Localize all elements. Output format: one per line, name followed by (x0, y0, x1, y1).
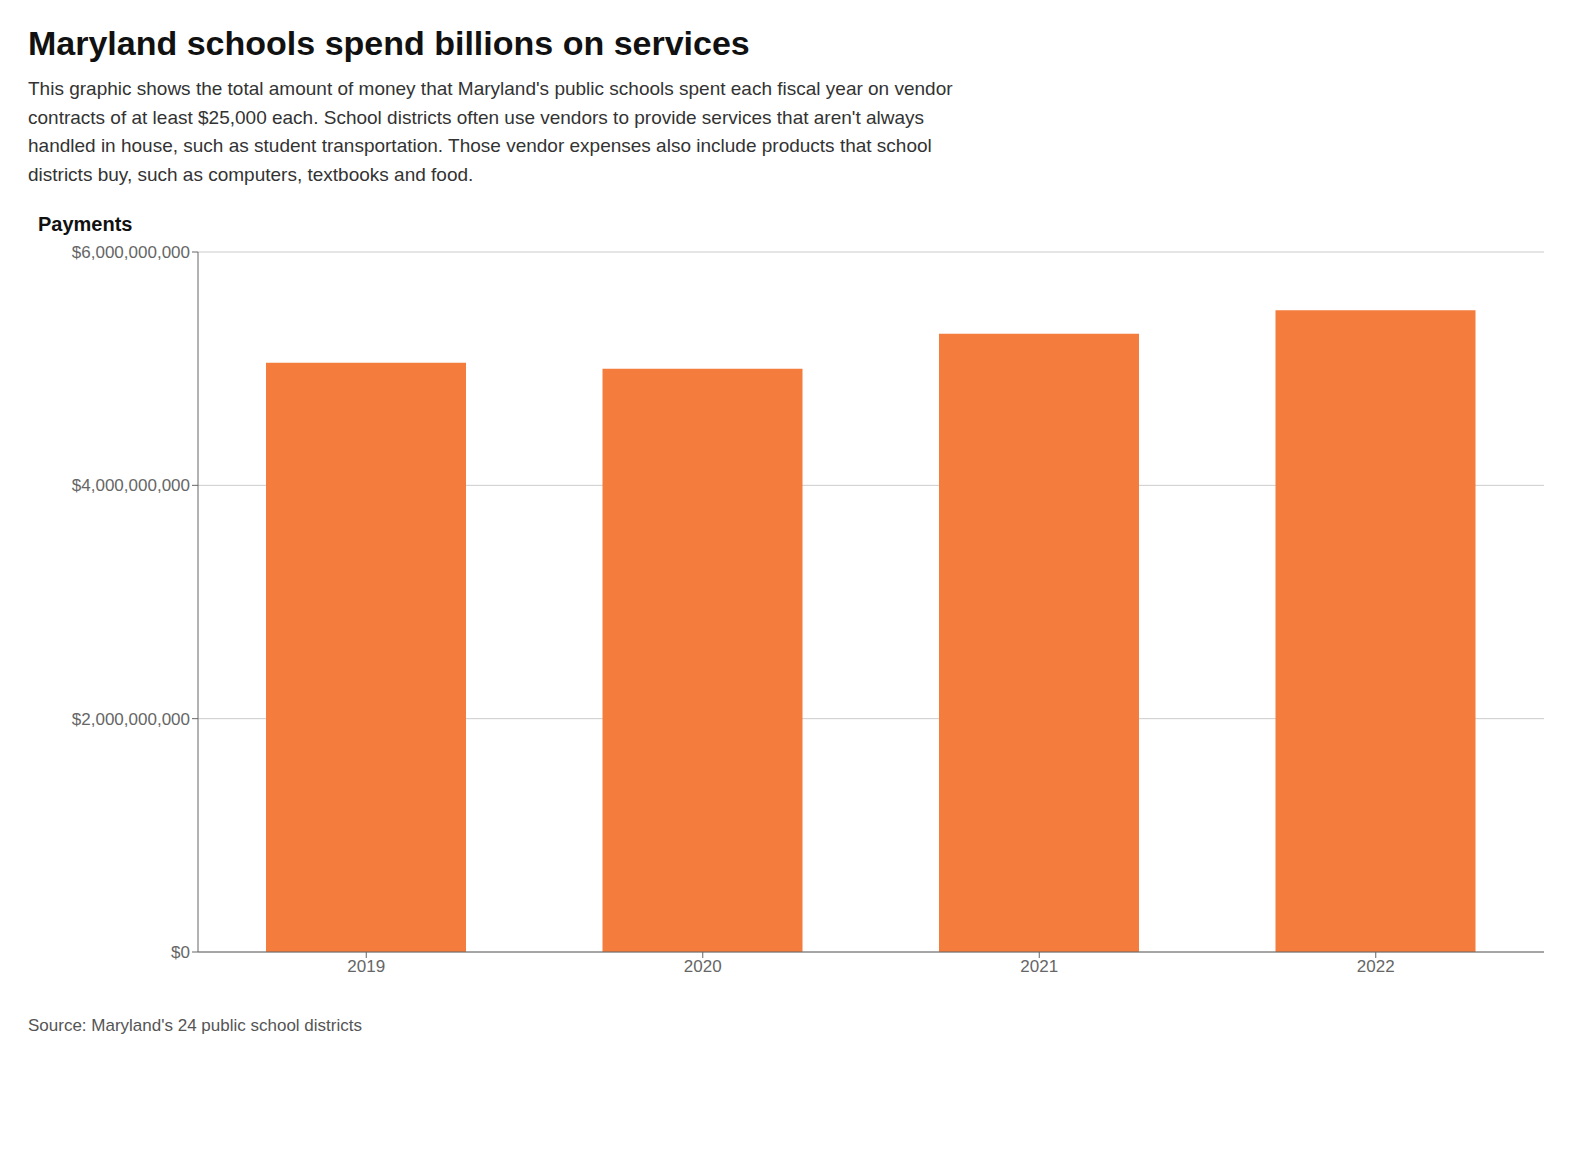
html-text:handled in house, such as stud: handled in house, such as student transp… (28, 135, 932, 156)
html-text:Source: Maryland's 24 public s: Source: Maryland's 24 public school dist… (28, 1016, 362, 1035)
html-text:This graphic shows the total a: This graphic shows the total amount of m… (28, 78, 953, 99)
svg-text:$6,000,000,000: $6,000,000,000 (72, 243, 190, 262)
svg-text:$2,000,000,000: $2,000,000,000 (72, 710, 190, 729)
html-text:contracts of at least $25,000: contracts of at least $25,000 each. Scho… (28, 106, 925, 128)
svg-text:2020: 2020 (684, 957, 722, 976)
html-text:Payments: Payments (38, 213, 133, 235)
svg-text:2021: 2021 (1020, 957, 1058, 976)
svg-text:2019: 2019 (347, 957, 385, 976)
svg-text:2022: 2022 (1357, 957, 1395, 976)
html-text:districts buy, such as compute: districts buy, such as computers, textbo… (28, 163, 474, 185)
svg-text:$0: $0 (171, 943, 190, 962)
html-text:Maryland schools spend billion: Maryland schools spend billions on servi… (28, 24, 750, 62)
svg-text:$4,000,000,000: $4,000,000,000 (72, 476, 190, 495)
